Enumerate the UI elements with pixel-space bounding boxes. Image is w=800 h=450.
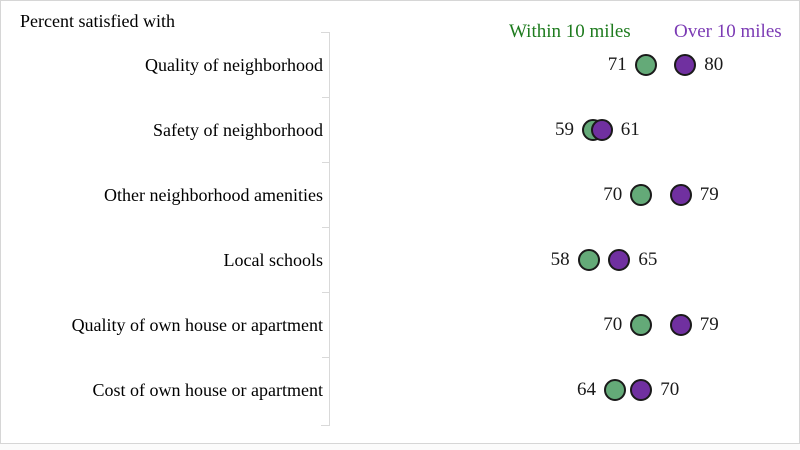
legend-over-10-miles: Over 10 miles	[674, 21, 782, 42]
category-axis-bracket	[321, 32, 330, 426]
axis-tick	[322, 97, 329, 98]
dot-over-10-miles	[608, 248, 631, 271]
dot-within-10-miles	[634, 53, 657, 76]
category-label: Other neighborhood amenities	[104, 184, 323, 205]
dot-within-10-miles	[603, 378, 626, 401]
axis-tick	[322, 357, 329, 358]
axis-tick	[322, 162, 329, 163]
value-label-within-10-miles: 59	[555, 118, 574, 140]
value-label-over-10-miles: 79	[699, 313, 719, 335]
value-label-within-10-miles: 58	[550, 248, 570, 270]
axis-tick	[322, 227, 329, 228]
category-label: Cost of own house or apartment	[92, 379, 323, 400]
category-label: Quality of own house or apartment	[71, 314, 323, 335]
dot-over-10-miles	[669, 183, 692, 206]
dot-within-10-miles	[577, 248, 600, 271]
value-label-over-10-miles: 70	[660, 378, 680, 400]
dot-over-10-miles	[590, 118, 613, 141]
value-label-within-10-miles: 71	[607, 53, 627, 75]
dot-within-10-miles	[630, 183, 653, 206]
category-label: Quality of neighborhood	[145, 54, 323, 75]
value-label-within-10-miles: 70	[603, 183, 623, 205]
dot-over-10-miles	[630, 378, 653, 401]
value-label-over-10-miles: 79	[699, 183, 719, 205]
axis-tick	[322, 292, 329, 293]
value-label-over-10-miles: 61	[620, 118, 640, 140]
value-label-within-10-miles: 70	[603, 313, 623, 335]
category-label: Local schools	[223, 249, 323, 270]
category-label: Safety of neighborhood	[153, 119, 323, 140]
value-label-within-10-miles: 64	[576, 378, 596, 400]
legend-within-10-miles: Within 10 miles	[509, 21, 631, 42]
value-label-over-10-miles: 65	[638, 248, 658, 270]
dot-over-10-miles	[674, 53, 697, 76]
chart-title: Percent satisfied with	[20, 11, 175, 31]
dot-within-10-miles	[630, 313, 653, 336]
value-label-over-10-miles: 80	[704, 53, 724, 75]
dot-over-10-miles	[669, 313, 692, 336]
